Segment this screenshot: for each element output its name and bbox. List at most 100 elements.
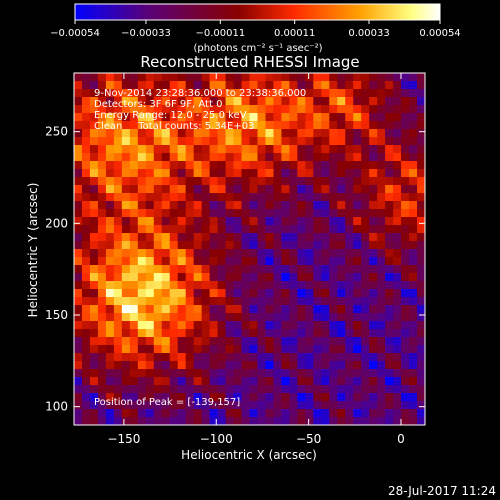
heatmap-cell	[161, 369, 171, 378]
heatmap-cell	[273, 241, 282, 250]
heatmap-cell	[321, 105, 330, 114]
heatmap-cell	[353, 129, 362, 138]
heatmap-cell	[401, 377, 410, 386]
heatmap-cell	[257, 297, 266, 306]
heatmap-cell	[74, 353, 83, 362]
heatmap-cell	[241, 169, 250, 178]
heatmap-cell	[297, 385, 306, 394]
heatmap-cell	[337, 417, 346, 426]
heatmap-cell	[273, 73, 282, 82]
heatmap-cell	[337, 233, 346, 242]
heatmap-cell	[74, 417, 83, 426]
heatmap-cell	[105, 289, 115, 298]
heatmap-cell	[185, 297, 195, 306]
heatmap-cell	[153, 81, 163, 90]
heatmap-cell	[321, 97, 330, 106]
heatmap-cell	[121, 185, 131, 194]
heatmap-cell	[89, 185, 99, 194]
heatmap-cell	[353, 249, 362, 258]
heatmap-cell	[137, 385, 147, 394]
heatmap-cell	[241, 257, 250, 266]
heatmap-cell	[337, 217, 346, 226]
heatmap-cell	[121, 225, 131, 234]
heatmap-cell	[137, 225, 147, 234]
heatmap-cell	[137, 345, 147, 354]
heatmap-cell	[137, 169, 147, 178]
heatmap-cell	[353, 193, 362, 202]
heatmap-cell	[241, 225, 250, 234]
heatmap-cell	[81, 137, 91, 146]
heatmap-cell	[89, 233, 99, 242]
heatmap-cell	[329, 273, 338, 282]
heatmap-cell	[185, 113, 195, 122]
heatmap-cell	[401, 313, 410, 322]
heatmap-cell	[273, 153, 282, 162]
heatmap-cell	[265, 161, 274, 170]
heatmap-cell	[177, 377, 187, 386]
heatmap-cell	[201, 185, 211, 194]
heatmap-cell	[409, 417, 418, 426]
heatmap-cell	[233, 233, 242, 242]
heatmap-cell	[417, 225, 426, 234]
heatmap-cell	[193, 409, 203, 418]
heatmap-cell	[161, 225, 171, 234]
heatmap-cell	[257, 145, 266, 154]
heatmap-cell	[329, 193, 338, 202]
heatmap-cell	[74, 73, 83, 82]
heatmap-cell	[401, 97, 410, 106]
heatmap-cell	[225, 185, 234, 194]
heatmap-cell	[361, 201, 370, 210]
heatmap-cell	[177, 145, 187, 154]
heatmap-cell	[169, 257, 179, 266]
heatmap-cell	[393, 289, 402, 298]
heatmap-cell	[185, 137, 195, 146]
heatmap-cell	[369, 345, 378, 354]
heatmap-cell	[161, 209, 171, 218]
heatmap-cell	[337, 265, 346, 274]
heatmap-cell	[193, 201, 203, 210]
heatmap-cell	[257, 385, 266, 394]
heatmap-cell	[385, 265, 394, 274]
heatmap-cell	[329, 289, 338, 298]
heatmap-cell	[97, 305, 107, 314]
heatmap-cell	[393, 137, 402, 146]
heatmap-cell	[313, 329, 322, 338]
heatmap-cell	[289, 217, 298, 226]
heatmap-cell	[361, 233, 370, 242]
heatmap-cell	[129, 201, 139, 210]
heatmap-cell	[393, 409, 402, 418]
heatmap-cell	[209, 329, 218, 338]
heatmap-cell	[305, 297, 314, 306]
heatmap-cell	[385, 201, 394, 210]
y-axis-label: Heliocentric Y (arcsec)	[26, 183, 40, 318]
heatmap-cell	[409, 289, 418, 298]
heatmap-cell	[297, 161, 306, 170]
heatmap-cell	[193, 161, 203, 170]
heatmap-cell	[409, 257, 418, 266]
heatmap-cell	[249, 169, 258, 178]
heatmap-cell	[153, 385, 163, 394]
heatmap-cell	[113, 233, 123, 242]
heatmap-cell	[241, 289, 250, 298]
heatmap-cell	[257, 209, 266, 218]
heatmap-cell	[265, 209, 274, 218]
heatmap-cell	[297, 89, 306, 98]
heatmap-cell	[369, 401, 378, 410]
heatmap-cell	[313, 129, 322, 138]
heatmap-cell	[113, 113, 123, 122]
heatmap-cell	[265, 113, 274, 122]
heatmap-cell	[385, 241, 394, 250]
heatmap-cell	[257, 89, 266, 98]
heatmap-cell	[113, 225, 123, 234]
heatmap-cell	[361, 313, 370, 322]
heatmap-cell	[305, 81, 314, 90]
heatmap-cell	[89, 417, 99, 426]
heatmap-cell	[345, 377, 354, 386]
heatmap-cell	[409, 377, 418, 386]
heatmap-cell	[289, 409, 298, 418]
heatmap-cell	[225, 153, 234, 162]
heatmap-cell	[113, 345, 123, 354]
heatmap-cell	[273, 273, 282, 282]
heatmap-cell	[201, 113, 211, 122]
heatmap-cell	[209, 321, 218, 330]
